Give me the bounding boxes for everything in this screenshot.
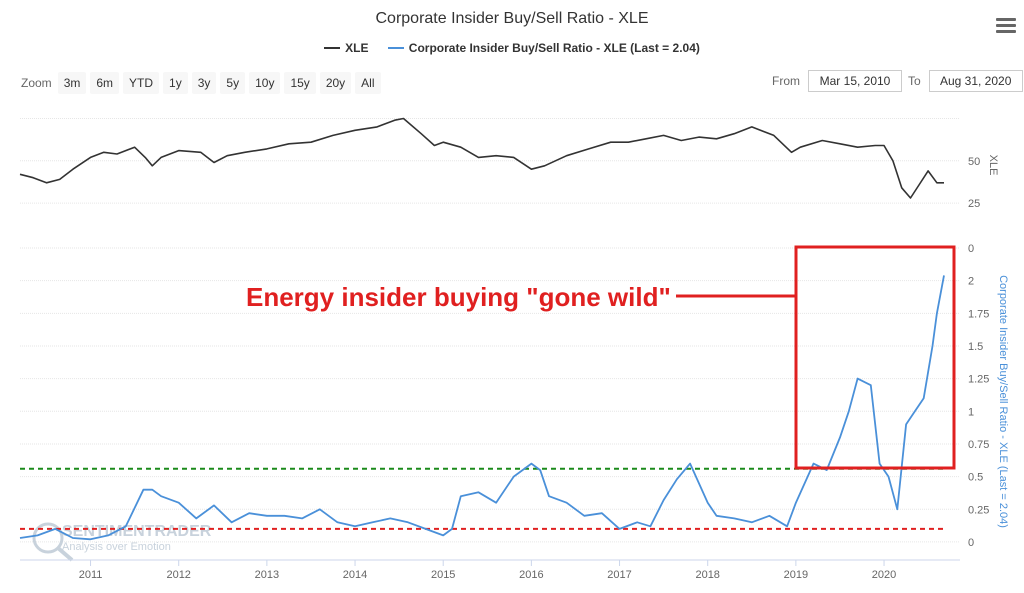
bottom-y-tick-label: 1.5 [968,341,983,353]
legend-swatch-ratio [387,47,404,49]
range-to: To Aug 31, 2020 [908,70,1023,92]
legend-item-ratio[interactable]: Corporate Insider Buy/Sell Ratio - XLE (… [387,41,700,55]
bottom-y-tick-label: 0.25 [968,504,989,516]
x-tick-label: 2017 [607,569,631,581]
x-tick-label: 2011 [79,569,103,581]
bottom-y-tick-label: 0 [968,243,974,255]
watermark: SENTIMENTRADER Analysis over Emotion [32,522,212,562]
highlight-box [794,245,956,470]
watermark-name: SENTIMENTRADER [62,523,212,540]
x-tick-label: 2012 [166,569,190,581]
watermark-tagline: Analysis over Emotion [62,541,171,553]
bottom-y-axis-title: Corporate Insider Buy/Sell Ratio - XLE (… [997,275,1009,528]
zoom-20y-button[interactable]: 20y [319,72,352,94]
series-line-xle [19,117,944,199]
zoom-15y-button[interactable]: 15y [284,72,316,94]
legend-label-xle: XLE [345,41,369,55]
x-tick-label: 2013 [255,569,279,581]
zoom-1y-button[interactable]: 1y [163,72,188,94]
legend-label-ratio: Corporate Insider Buy/Sell Ratio - XLE (… [408,41,700,55]
zoom-label: Zoom [21,76,52,90]
x-tick-label: 2015 [431,569,455,581]
annotation-text: Energy insider buying "gone wild" [246,282,671,312]
x-tick-label: 2020 [872,569,896,581]
x-tick-label: 2014 [343,569,367,581]
watermark-handle-icon [56,546,74,562]
zoom-all-button[interactable]: All [355,72,381,94]
series-line-ratio [19,275,945,541]
bottom-y-tick-label: 1.75 [968,308,989,320]
chart-title: Corporate Insider Buy/Sell Ratio - XLE [375,10,649,27]
top-y-tick-label: 25 [968,198,980,210]
top-y-tick-label: 50 [968,156,980,168]
bottom-y-tick-label: 0 [968,537,974,549]
zoom-6m-button[interactable]: 6m [90,72,120,94]
hamburger-menu-icon[interactable] [996,18,1016,34]
top-y-axis-title: XLE [987,155,999,176]
zoom-5y-button[interactable]: 5y [220,72,246,94]
range-from: From Mar 15, 2010 [772,70,902,92]
x-tick-label: 2016 [519,569,543,581]
legend-item-xle[interactable]: XLE [324,41,368,55]
legend-swatch-xle [324,47,341,49]
watermark-logo-icon [32,522,64,554]
bottom-y-tick-label: 1 [968,406,974,418]
from-label: From [772,74,800,88]
grid-lines [20,117,960,543]
zoom-3y-button[interactable]: 3y [191,72,217,94]
x-tick-label: 2019 [784,569,808,581]
bottom-y-tick-label: 1.25 [968,374,989,386]
bottom-y-tick-label: 0.5 [968,472,983,484]
to-label: To [908,74,921,88]
x-tick-label: 2018 [695,569,719,581]
from-date-input[interactable]: Mar 15, 2010 [808,70,902,92]
series-group [19,117,945,541]
legend: XLE Corporate Insider Buy/Sell Ratio - X… [0,38,1024,55]
axes-group: 2011 2012 2013 2014 2015 2016 2017 2018 2019 2020… [20,155,1009,581]
zoom-10y-button[interactable]: 10y [249,72,281,94]
to-date-input[interactable]: Aug 31, 2020 [928,70,1023,92]
zoom-ytd-button[interactable]: YTD [123,72,160,94]
bottom-y-tick-label: 0.75 [968,439,989,451]
zoom-controls: Zoom 3m 6m YTD 1y 3y 5y 10y 15y 20y All [21,72,385,94]
bottom-y-tick-label: 2 [968,276,974,288]
zoom-3m-button[interactable]: 3m [57,72,87,94]
reference-lines [20,467,944,530]
